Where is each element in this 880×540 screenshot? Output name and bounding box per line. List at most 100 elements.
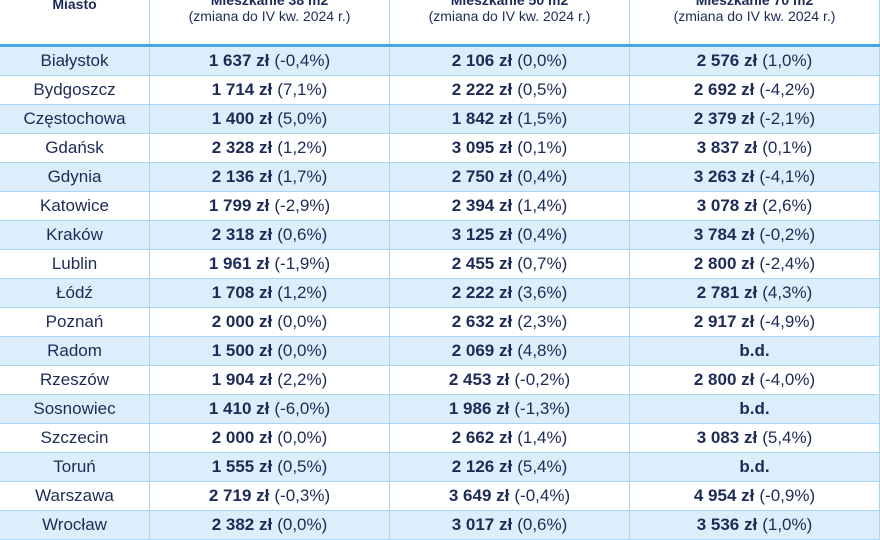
price: 3 263 zł [693, 167, 755, 186]
change: (0,0%) [277, 312, 328, 331]
change: (-4,9%) [759, 312, 816, 331]
price-cell: 2 576 zł (1,0%) [630, 47, 880, 76]
price: 2 394 zł [451, 196, 513, 215]
city-cell: Radom [0, 337, 150, 366]
price-cell: 2 136 zł (1,7%) [150, 163, 390, 192]
city-name: Katowice [40, 196, 109, 215]
city-cell: Rzeszów [0, 366, 150, 395]
change: (2,2%) [277, 370, 328, 389]
price: 2 455 zł [451, 254, 513, 273]
header-subtitle: (zmiana do IV kw. 2024 r.) [188, 8, 351, 24]
change: (5,0%) [277, 109, 328, 128]
change: (-0,9%) [759, 486, 816, 505]
price-cell: b.d. [630, 453, 880, 482]
change: (-0,4%) [514, 486, 571, 505]
header-cell: Miasto [0, 0, 150, 48]
price: 3 083 zł [696, 428, 758, 447]
price: 2 800 zł [693, 370, 755, 389]
price-cell: 2 455 zł (0,7%) [390, 250, 630, 279]
change: (-0,2%) [514, 370, 571, 389]
change: (0,7%) [517, 254, 568, 273]
change: (2,3%) [517, 312, 568, 331]
price-cell: 3 125 zł (0,4%) [390, 221, 630, 250]
city-cell: Częstochowa [0, 105, 150, 134]
price-cell: 3 837 zł (0,1%) [630, 134, 880, 163]
city-name: Rzeszów [40, 370, 109, 389]
change: (0,5%) [277, 457, 328, 476]
change: (0,6%) [517, 515, 568, 534]
price-cell: 3 095 zł (0,1%) [390, 134, 630, 163]
price: 2 576 zł [696, 51, 758, 70]
price: 1 500 zł [211, 341, 273, 360]
city-name: Warszawa [35, 486, 114, 505]
price: 2 126 zł [451, 457, 513, 476]
price: 2 069 zł [451, 341, 513, 360]
change: (0,0%) [277, 428, 328, 447]
price-cell: 2 069 zł (4,8%) [390, 337, 630, 366]
price-cell: 2 453 zł (-0,2%) [390, 366, 630, 395]
price-cell: 2 781 zł (4,3%) [630, 279, 880, 308]
change: (-4,0%) [759, 370, 816, 389]
price-cell: 2 692 zł (-4,2%) [630, 76, 880, 105]
city-name: Gdańsk [45, 138, 104, 157]
change: (1,2%) [277, 283, 328, 302]
price: 3 536 zł [696, 515, 758, 534]
price: 2 222 zł [451, 283, 513, 302]
city-name: Kraków [46, 225, 103, 244]
city-cell: Łódź [0, 279, 150, 308]
price-cell: b.d. [630, 395, 880, 424]
price-cell: 1 904 zł (2,2%) [150, 366, 390, 395]
price-cell: 2 379 zł (-2,1%) [630, 105, 880, 134]
price: 1 986 zł [448, 399, 510, 418]
city-cell: Białystok [0, 47, 150, 76]
price-cell: 2 917 zł (-4,9%) [630, 308, 880, 337]
price: 2 917 zł [693, 312, 755, 331]
change: (-1,9%) [274, 254, 331, 273]
price: 2 719 zł [208, 486, 270, 505]
city-cell: Lublin [0, 250, 150, 279]
price-cell: 1 986 zł (-1,3%) [390, 395, 630, 424]
city-cell: Kraków [0, 221, 150, 250]
price-cell: 1 961 zł (-1,9%) [150, 250, 390, 279]
price-cell: 3 649 zł (-0,4%) [390, 482, 630, 511]
city-name: Wrocław [42, 515, 107, 534]
change: (-1,3%) [514, 399, 571, 418]
price: 2 781 zł [696, 283, 758, 302]
price: 2 136 zł [211, 167, 273, 186]
price: 1 555 zł [211, 457, 273, 476]
price: 2 379 zł [693, 109, 755, 128]
city-name: Toruń [53, 457, 96, 476]
price: 3 125 zł [451, 225, 513, 244]
price-cell: 2 382 zł (0,0%) [150, 511, 390, 540]
change: (-2,1%) [759, 109, 816, 128]
price: 1 708 zł [211, 283, 273, 302]
price-cell: 2 800 zł (-2,4%) [630, 250, 880, 279]
city-cell: Katowice [0, 192, 150, 221]
price-cell: 3 784 zł (-0,2%) [630, 221, 880, 250]
change: (1,5%) [517, 109, 568, 128]
price-cell: 1 555 zł (0,5%) [150, 453, 390, 482]
change: (4,8%) [517, 341, 568, 360]
price-cell: 3 263 zł (-4,1%) [630, 163, 880, 192]
city-name: Poznań [45, 312, 104, 331]
price: 1 400 zł [211, 109, 273, 128]
price-cell: 2 000 zł (0,0%) [150, 424, 390, 453]
change: (0,1%) [517, 138, 568, 157]
change: (5,4%) [517, 457, 568, 476]
change: (-0,3%) [274, 486, 331, 505]
price: 2 453 zł [448, 370, 510, 389]
price-cell: 1 708 zł (1,2%) [150, 279, 390, 308]
header-cell: Mieszkanie 70 m2 (zmiana do IV kw. 2024 r… [630, 0, 880, 44]
price: 1 904 zł [211, 370, 273, 389]
price: b.d. [739, 457, 770, 476]
change: (0,4%) [517, 225, 568, 244]
city-cell: Wrocław [0, 511, 150, 540]
change: (-0,4%) [274, 51, 331, 70]
change: (-2,9%) [274, 196, 331, 215]
price-cell: 1 400 zł (5,0%) [150, 105, 390, 134]
city-cell: Toruń [0, 453, 150, 482]
price-cell: 2 328 zł (1,2%) [150, 134, 390, 163]
price-cell: 1 500 zł (0,0%) [150, 337, 390, 366]
header-title: Miasto [52, 0, 97, 12]
change: (1,0%) [762, 51, 813, 70]
